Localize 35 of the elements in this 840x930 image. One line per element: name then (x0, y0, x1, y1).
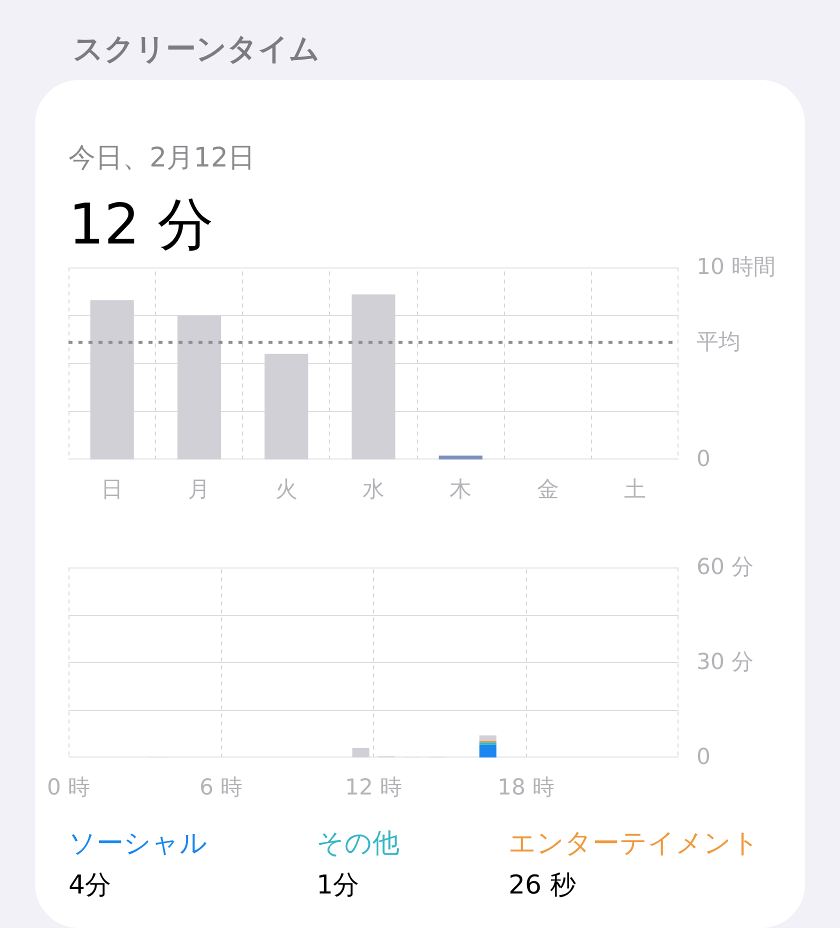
bar (479, 735, 496, 742)
bar (479, 742, 496, 745)
x-tick-label: 6 時 (200, 776, 243, 800)
text: 4分 (68, 870, 112, 900)
bar (177, 316, 221, 460)
bar (438, 456, 482, 460)
bar (352, 748, 370, 758)
x-tick-label: 月 (188, 478, 210, 502)
x-tick-label: 0 時 (47, 776, 90, 800)
text: ソーシャル (68, 828, 208, 859)
bar (90, 300, 134, 460)
x-tick-label: 土 (624, 478, 646, 502)
x-tick-label: 水 (362, 478, 384, 502)
text: 1分 (316, 870, 360, 900)
y-tick-label: 30 分 (696, 650, 754, 675)
y-tick-label: 10 時間 (696, 255, 776, 280)
x-tick-label: 18 時 (498, 776, 555, 800)
x-tick-label: 日 (101, 478, 124, 502)
text: 26 秒 (508, 870, 576, 900)
y-tick-label: 60 分 (696, 555, 754, 580)
bar (352, 294, 396, 460)
text: エンターテイメント (508, 828, 760, 859)
chart-subtitle: 今日、2月12日 (68, 142, 256, 174)
text: 12 分 (68, 192, 214, 258)
x-tick-label: 金 (536, 478, 559, 502)
bar (479, 744, 496, 758)
x-tick-label: 火 (275, 478, 298, 502)
x-tick-label: 12 時 (345, 776, 402, 800)
y-tick-label: 0 (696, 745, 710, 770)
bar (264, 354, 308, 460)
chart-title: スクリーンタイム (73, 31, 320, 69)
ref-line-label: 平均 (696, 330, 740, 355)
y-tick-label: 0 (696, 447, 710, 472)
x-tick-label: 木 (450, 478, 472, 502)
text: その他 (316, 828, 400, 859)
